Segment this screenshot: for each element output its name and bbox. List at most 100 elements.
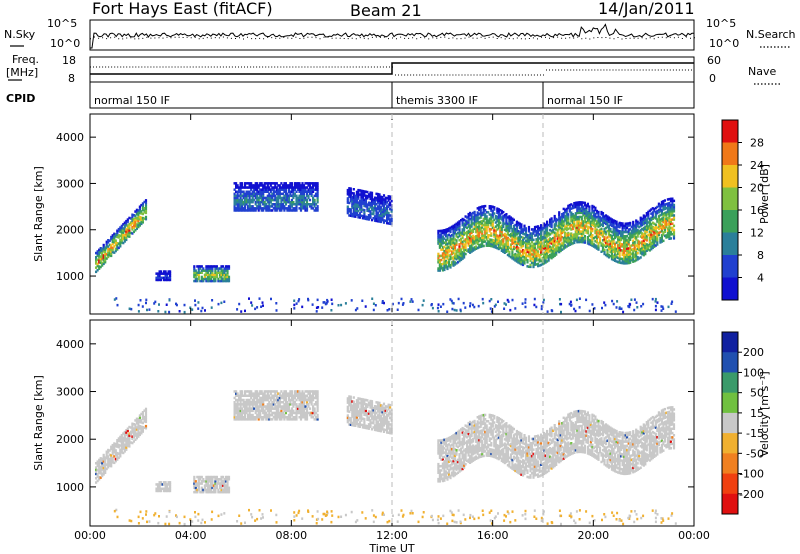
power-echo-cell [441,248,444,251]
power-echo-cell [214,265,217,268]
power-echo-cell [650,218,653,222]
power-echo-cell [583,239,586,242]
power-echo-cell [612,227,615,230]
power-echo-cell [555,224,558,227]
velocity-echo-cell [102,453,105,457]
power-echo-cell [467,212,470,216]
power-echo-cell [662,218,665,222]
velocity-echo-cell [299,407,303,410]
power-echo-cell [592,214,595,217]
power-colorbar-swatch [722,187,738,211]
power-echo-cell [538,233,541,236]
velocity-echo-cell [278,413,281,417]
power-echo-cell [512,233,515,236]
power-echo-cell [438,236,441,239]
power-echo-cell [571,215,574,218]
velocity-echo-cell [275,394,278,397]
power-echo-cell [145,301,147,305]
velocity-echo-cell [134,432,137,435]
power-echo-cell [585,216,588,220]
velocity-echo-cell [278,394,281,397]
power-echo-cell [636,231,639,234]
velocity-echo-cell [284,403,287,406]
power-echo-cell [461,240,464,244]
power-echo-cell [376,217,380,221]
velocity-echo-cell [272,401,275,404]
power-echo-cell [580,203,583,206]
power-echo-cell [567,244,570,247]
power-echo-cell [559,218,562,221]
power-echo-cell [586,242,589,245]
power-echo-cell [367,195,370,198]
power-echo-cell [478,208,481,211]
power-echo-cell [211,279,214,283]
power-echo-cell [295,200,298,204]
power-echo-cell [645,245,648,248]
power-echo-cell [593,307,596,310]
power-echo-cell [641,234,644,237]
power-echo-cell [617,229,620,232]
power-echo-cell [313,184,316,187]
power-echo-cell [202,267,205,270]
power-echo-cell [497,247,500,251]
power-echo-cell [624,226,627,230]
power-echo-cell [497,210,500,213]
power-echo-cell [610,220,614,223]
power-echo-cell [627,236,630,240]
power-echo-cell [588,207,591,210]
power-echo-cell [479,243,482,246]
velocity-echo-cell [245,405,248,408]
velocity-echo-cell [209,482,212,485]
velocity-echo-cell [140,421,143,424]
power-echo-cell [515,231,518,234]
power-echo-cell [467,242,470,245]
velocity-echo-cell [107,466,110,469]
velocity-echo-cell [101,459,104,463]
velocity-echo-cell [114,449,117,452]
power-echo-cell [499,221,502,224]
power-echo-cell [629,259,632,262]
power-echo-cell [567,223,570,226]
power-echo-cell [287,207,290,210]
power-echo-cell [227,279,231,283]
power-echo-cell [645,222,648,225]
power-echo-cell [301,305,304,309]
power-echo-cell [452,249,455,253]
power-echo-cell [256,205,259,208]
power-echo-cell [588,234,591,237]
power-echo-cell [382,210,386,214]
velocity-echo-cell [287,418,290,421]
velocity-echo-cell [280,396,283,400]
power-echo-cell [196,271,199,274]
power-echo-cell [636,251,639,255]
power-echo-cell [499,231,502,235]
power-echo-cell [623,226,626,230]
power-echo-cell [356,307,359,310]
power-echo-cell [263,190,266,193]
velocity-echo-cell [123,430,126,434]
power-echo-cell [386,211,389,214]
power-echo-cell [330,309,333,312]
velocity-echo-cell [217,480,220,483]
velocity-echo-cell [274,392,277,395]
power-echo-cell [654,229,657,233]
power-echo-cell [438,265,441,268]
velocity-echo-cell [238,418,241,421]
power-echo-cell [610,243,614,246]
velocity-echo-cell [238,407,241,410]
station-title: Fort Hays East (fitACF) [92,0,273,18]
power-echo-cell [310,207,313,210]
power-echo-cell [164,276,167,280]
power-echo-cell [651,221,654,225]
velocity-echo-cell [269,407,272,410]
power-echo-cell [260,200,263,204]
power-echo-cell [272,198,275,202]
power-echo-cell [603,231,606,235]
power-echo-cell [633,241,636,244]
power-echo-cell [444,253,448,257]
velocity-echo-cell [289,401,292,404]
power-echo-cell [549,256,552,259]
power-echo-cell [514,234,517,237]
power-echo-cell [357,191,360,194]
power-echo-cell [547,244,550,248]
